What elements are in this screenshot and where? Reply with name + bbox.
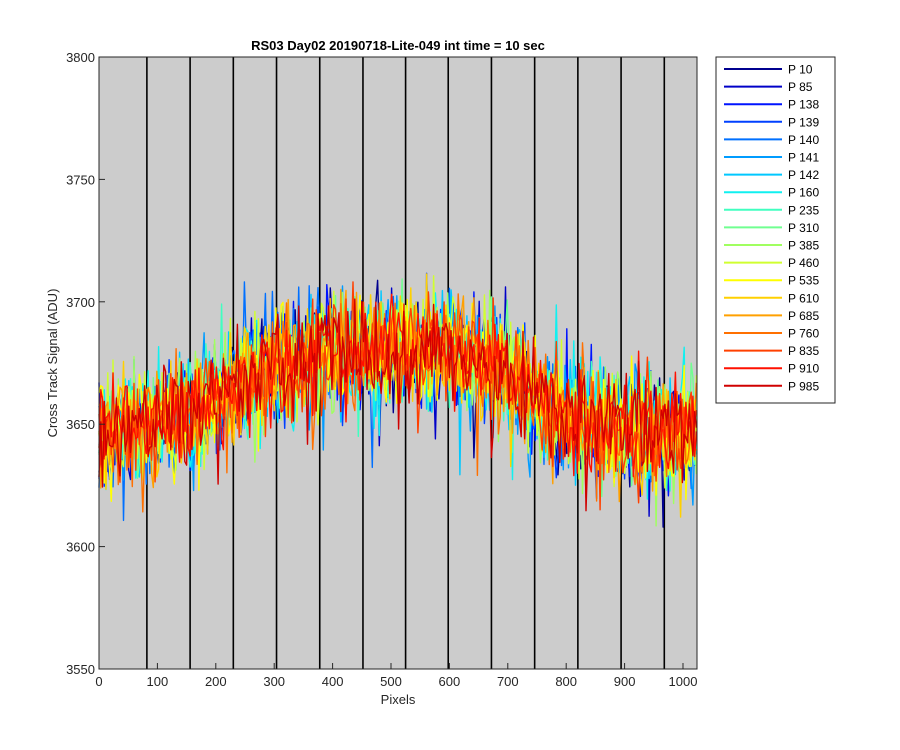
legend: P 10 P 85 P 138 P 139 P 140 P 141 P 142 P 160 P … [715, 56, 836, 404]
legend-box [715, 56, 836, 404]
x-tick-label-4: 400 [322, 674, 344, 689]
legend-label-p-760: P 760 [788, 327, 819, 341]
y-tick-label-2: 3650 [66, 417, 95, 432]
x-tick-label-7: 700 [497, 674, 519, 689]
legend-label-p-141: P 141 [788, 151, 819, 165]
x-tick-label-0: 0 [95, 674, 102, 689]
legend-label-p-985: P 985 [788, 379, 819, 393]
series-line-p-985 [98, 298, 698, 512]
plot-frame [98, 56, 698, 670]
x-tick-label-9: 900 [614, 674, 636, 689]
legend-label-p-685: P 685 [788, 309, 819, 323]
legend-label-p-535: P 535 [788, 274, 819, 288]
x-tick-label-5: 500 [380, 674, 402, 689]
legend-label-p-10: P 10 [788, 63, 813, 77]
legend-label-p-160: P 160 [788, 186, 819, 200]
legend-label-p-138: P 138 [788, 98, 819, 112]
y-axis-label: Cross Track Signal (ADU) [45, 289, 60, 438]
legend-label-p-142: P 142 [788, 168, 819, 182]
x-tick-label-1: 100 [147, 674, 169, 689]
x-tick-label-3: 300 [263, 674, 285, 689]
legend-label-p-139: P 139 [788, 115, 819, 129]
x-tick-label-10: 1000 [669, 674, 698, 689]
x-tick-label-2: 200 [205, 674, 227, 689]
y-tick-label-0: 3550 [66, 662, 95, 677]
x-tick-label-6: 600 [439, 674, 461, 689]
series-lines [98, 272, 698, 528]
x-axis-label: Pixels [381, 692, 416, 707]
y-tick-label-1: 3600 [66, 540, 95, 555]
legend-label-p-610: P 610 [788, 291, 819, 305]
x-tick-label-8: 800 [555, 674, 577, 689]
legend-label-p-910: P 910 [788, 362, 819, 376]
legend-label-p-310: P 310 [788, 221, 819, 235]
legend-label-p-460: P 460 [788, 256, 819, 270]
chart-title: RS03 Day02 20190718-Lite-049 int time = … [251, 38, 545, 53]
legend-label-p-235: P 235 [788, 203, 819, 217]
x-axis-ticks: 0 100 200 300 400 500 600 700 800 900 1000 [95, 663, 697, 689]
legend-label-p-140: P 140 [788, 133, 819, 147]
legend-label-p-385: P 385 [788, 239, 819, 253]
legend-label-p-835: P 835 [788, 344, 819, 358]
legend-label-p-85: P 85 [788, 80, 813, 94]
y-tick-label-4: 3750 [66, 172, 95, 187]
y-tick-label-3: 3700 [66, 295, 95, 310]
plot-axes: 0 100 200 300 400 500 600 700 800 900 1000 3550 360… [66, 50, 698, 689]
y-tick-label-5: 3800 [66, 50, 95, 65]
y-axis-ticks: 3550 3600 3650 3700 3750 3800 [66, 50, 105, 677]
